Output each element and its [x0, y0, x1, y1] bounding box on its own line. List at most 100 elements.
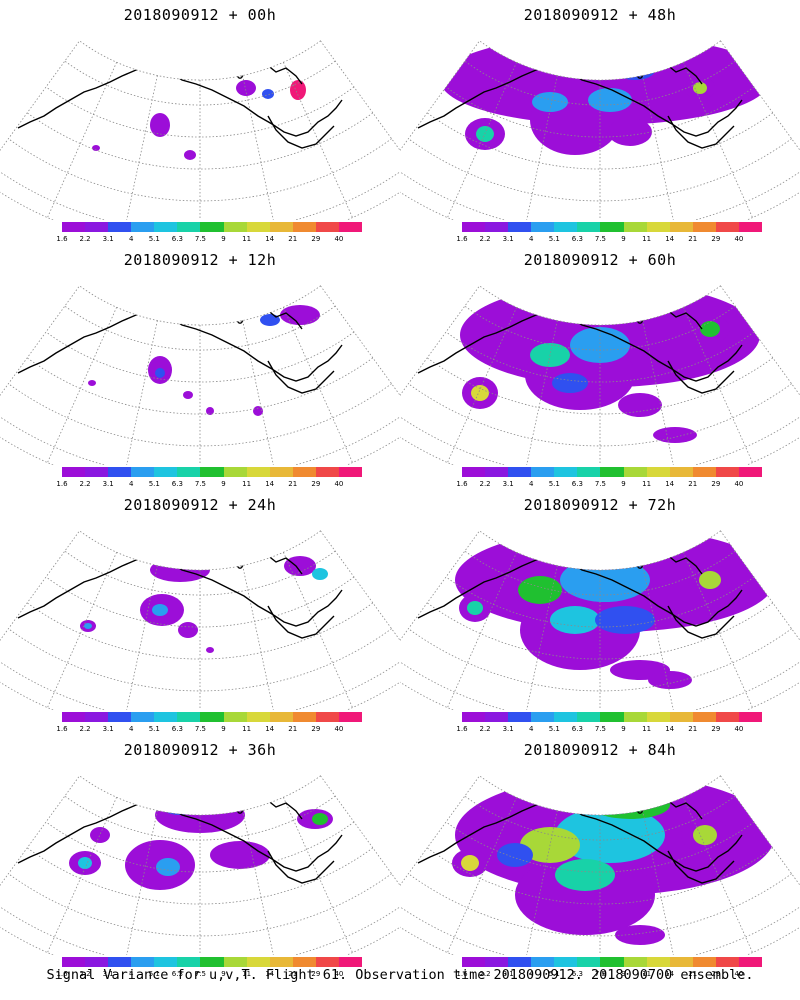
colorbar-tick-label: 21 — [288, 725, 298, 733]
longitude-line — [447, 307, 517, 463]
colorbar-tick-label: 6.3 — [571, 725, 583, 733]
colorbar-segment — [200, 222, 224, 232]
colorbar-labels: 1.6 2.2 3.1 4 5.1 6.3 7.5 9 11 14 21 29 40 — [56, 725, 362, 735]
island-mark — [641, 59, 647, 65]
colorbar-segment — [200, 957, 224, 967]
colorbar-tick-label: 6.3 — [571, 970, 583, 978]
island-mark — [217, 547, 223, 553]
longitude-line — [447, 62, 517, 218]
graticule — [0, 530, 400, 710]
colorbar — [462, 222, 763, 232]
colorbar-segment — [623, 222, 647, 232]
island-mark — [641, 794, 647, 800]
colorbar-segment — [154, 467, 178, 477]
colorbar-tick-label: 5.1 — [148, 970, 160, 978]
colorbar-tick-label: 40 — [734, 725, 744, 733]
colorbar-segment — [131, 467, 155, 477]
colorbar-tick-label: 40 — [334, 725, 344, 733]
island-mark — [229, 53, 235, 59]
colorbar-tick-label: 3.1 — [102, 725, 114, 733]
colorbar-segment — [223, 222, 247, 232]
colorbar-segment — [508, 712, 532, 722]
colorbar-tick-label: 21 — [688, 480, 698, 488]
colorbar-segment — [462, 712, 486, 722]
variance-contour — [183, 391, 193, 399]
panel-title: 2018090912 + 24h — [123, 496, 277, 514]
colorbar-segment — [338, 222, 363, 232]
colorbar-tick-label: 2.2 — [479, 235, 491, 243]
panel-title: 2018090912 + 60h — [523, 251, 677, 269]
colorbar-tick-label: 29 — [311, 235, 321, 243]
island-mark — [217, 792, 223, 798]
latitude-line — [8, 628, 392, 692]
graticule — [0, 775, 400, 955]
variance-contour — [699, 571, 721, 589]
colorbar-segment — [577, 957, 601, 967]
colorbar-segment — [223, 467, 247, 477]
colorbar-tick-label: 9 — [621, 970, 626, 978]
map-panel-84h: 2018090912 + 84h 1.6 2.2 3.1 4 5.1 6.3 7.5 9 11 1… — [400, 735, 800, 980]
colorbar-tick-label: 9 — [621, 480, 626, 488]
map-plot — [0, 775, 400, 955]
colorbar-segment — [108, 222, 132, 232]
colorbar-segment — [715, 222, 739, 232]
island-mark — [641, 549, 647, 555]
island-mark — [241, 59, 247, 65]
island-mark — [649, 541, 655, 547]
longitude-line — [126, 75, 158, 220]
map-plot — [400, 775, 800, 955]
colorbar-segment — [531, 957, 555, 967]
island-mark — [649, 296, 655, 302]
colorbar-segment — [554, 467, 578, 477]
graticule — [400, 40, 800, 220]
colorbar-segment — [577, 467, 601, 477]
colorbar-segment — [669, 712, 693, 722]
colorbar-tick-label: 5.1 — [148, 725, 160, 733]
variance-contour — [206, 647, 214, 653]
colorbar-tick-label: 11 — [642, 235, 652, 243]
colorbar-tick-label: 14 — [665, 235, 675, 243]
variance-contour — [84, 623, 92, 629]
variance-contour — [150, 113, 170, 137]
colorbar-tick-label: 21 — [688, 970, 698, 978]
colorbar-tick-label: 29 — [311, 725, 321, 733]
colorbar-tick-label: 3.1 — [502, 235, 514, 243]
colorbar-segment — [62, 467, 86, 477]
colorbar-tick-label: 40 — [334, 235, 344, 243]
colorbar-segment — [692, 222, 716, 232]
colorbar-segment — [738, 712, 763, 722]
colorbar-segment — [154, 957, 178, 967]
map-panel-24h: 2018090912 + 24h 1.6 2.2 3.1 4 5.1 6.3 7.5 9 11 1… — [0, 490, 400, 735]
colorbar-segment — [223, 957, 247, 967]
variance-contour — [160, 795, 200, 815]
colorbar-segment — [315, 467, 339, 477]
domain-boundary — [0, 775, 400, 955]
colorbar-segment — [62, 957, 86, 967]
figure-caption: Signal Variance for u,v,T. Flight 61. Ob… — [46, 967, 754, 983]
map-plot — [0, 40, 400, 220]
panel-title: 2018090912 + 36h — [123, 741, 277, 759]
longitude-line — [447, 797, 517, 953]
longitude-line — [683, 62, 753, 218]
colorbar-segment — [485, 712, 509, 722]
colorbar-tick-label: 11 — [242, 970, 252, 978]
colorbar-tick-label: 5.1 — [148, 480, 160, 488]
variance-contour — [206, 407, 214, 415]
colorbar-tick-label: 7.5 — [594, 970, 607, 978]
latitude-line — [408, 873, 792, 937]
variance-contour — [284, 556, 316, 576]
colorbar-segment — [177, 712, 201, 722]
island-mark — [217, 57, 223, 63]
latitude-line — [400, 906, 800, 955]
coastline-segment — [417, 304, 743, 382]
coastline-segment — [417, 549, 743, 627]
colorbar-segment — [669, 222, 693, 232]
longitude-line — [683, 797, 753, 953]
colorbar-tick-label: 4 — [528, 480, 534, 488]
colorbar-segment — [246, 712, 270, 722]
colorbar-tick-label: 29 — [711, 480, 721, 488]
colorbar-tick-label: 5.1 — [548, 480, 560, 488]
colorbar-segment — [177, 957, 201, 967]
colorbar-tick-label: 5.1 — [148, 235, 160, 243]
longitude-line — [283, 307, 353, 463]
